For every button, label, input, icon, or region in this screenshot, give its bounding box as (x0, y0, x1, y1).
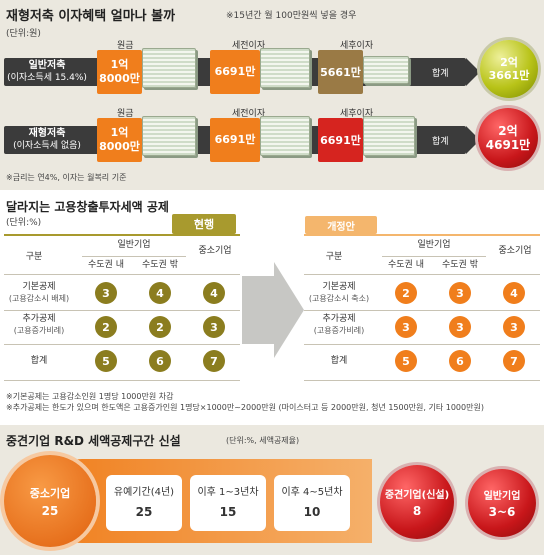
row2-pretax: 6691만 (210, 118, 260, 162)
grace-period-box: 유예기간(4년) 25 (106, 475, 182, 531)
revised-table: 구분 일반기업 중소기업 수도권 내 수도권 밖 기본공제 (고용감소시 축소) … (304, 234, 540, 384)
section1-title: 재형저축 이자혜택 얼마나 볼까 (6, 9, 176, 24)
hdr-out: 수도권 밖 (442, 260, 478, 270)
value-dot: 6 (449, 350, 471, 372)
row-total: 합계 (330, 356, 348, 366)
midsize-value: 8 (412, 504, 422, 518)
hdr-sme: 중소기업 (198, 246, 232, 256)
row2-label-tax: (이자소득세 없음) (13, 141, 81, 151)
section1-footnote: ※금리는 연4%, 이자는 월복리 기준 (6, 173, 127, 182)
col-pretax-2: 세전이자 (232, 109, 266, 119)
years-4-5-box: 이후 4~5년차 10 (274, 475, 350, 531)
section3-unit: (단위:%, 세액공제율) (226, 436, 300, 445)
hdr-general: 일반기업 (117, 240, 151, 250)
row-basic: 기본공제 (고용감소시 배제) (8, 282, 70, 303)
value-dot: 3 (449, 316, 471, 338)
col-pretax: 세전이자 (232, 41, 266, 51)
value-dot: 7 (503, 350, 525, 372)
years-1-3-box: 이후 1~3년차 15 (190, 475, 266, 531)
row1-label-name: 일반저축 (28, 60, 66, 71)
section2-unit: (단위:%) (6, 218, 42, 228)
row1-label-tax: (이자소득세 15.4%) (7, 73, 87, 83)
col-aftertax-2: 세후이자 (340, 109, 374, 119)
row1-label: 일반저축 (이자소득세 15.4%) (4, 58, 90, 86)
value-dot: 3 (203, 316, 225, 338)
value-dot: 2 (95, 316, 117, 338)
hdr-in: 수도권 내 (388, 260, 424, 270)
row-additional: 추가공제 (고용증가비례) (313, 314, 365, 335)
midsize-circle: 중견기업(신설) 8 (380, 465, 454, 539)
value-dot: 3 (449, 282, 471, 304)
row-total: 합계 (30, 356, 48, 366)
transition-arrow-icon (274, 262, 304, 358)
row1-pretax: 6691만 (210, 50, 260, 94)
section2-title: 달라지는 고용창출투자세액 공제 (6, 200, 169, 214)
col-principal-2: 원금 (117, 109, 134, 119)
hdr-gubun: 구분 (25, 252, 43, 262)
value-dot: 2 (149, 316, 171, 338)
col-principal: 원금 (117, 41, 134, 51)
hdr-sme: 중소기업 (498, 246, 532, 256)
row2-label-name: 재형저축 (28, 128, 66, 139)
current-table: 구분 일반기업 중소기업 수도권 내 수도권 밖 기본공제 (고용감소시 배제) … (4, 234, 240, 384)
row2-principal: 1억 8000만 (97, 118, 142, 162)
section1-subtitle: ※15년간 월 100만원씩 넣을 경우 (226, 11, 357, 21)
row1-total: 2억 3661만 (480, 40, 538, 98)
value-dot: 7 (203, 350, 225, 372)
col-aftertax: 세후이자 (340, 41, 374, 51)
hdr-in: 수도권 내 (88, 260, 124, 270)
money-stack-icon (363, 56, 409, 84)
row2-total-label: 합계 (432, 137, 449, 147)
hdr-gubun: 구분 (325, 252, 343, 262)
section2-note-1: ※기본공제는 고용감소인원 1명당 1000만원 차감 (6, 392, 174, 401)
sme-value: 25 (41, 503, 59, 518)
interest-benefit-section: 재형저축 이자혜택 얼마나 볼까 ※15년간 월 100만원씩 넣을 경우 (단… (0, 0, 544, 190)
transition-arrow-body (242, 276, 274, 344)
money-stack-icon (363, 116, 415, 156)
row-additional: 추가공제 (고용증가비례) (13, 314, 65, 335)
money-stack-icon (260, 48, 310, 88)
value-dot: 4 (203, 282, 225, 304)
hdr-general: 일반기업 (417, 240, 451, 250)
value-dot: 5 (395, 350, 417, 372)
row2-total: 2억 4691만 (478, 108, 538, 168)
row-basic: 기본공제 (고용감소시 축소) (308, 282, 370, 303)
value-dot: 3 (95, 282, 117, 304)
employment-credit-section: 달라지는 고용창출투자세액 공제 (단위:%) 현행 개정안 구분 일반기업 중… (0, 190, 544, 425)
section3-title: 중견기업 R&D 세액공제구간 신설 (6, 434, 181, 448)
value-dot: 3 (395, 316, 417, 338)
row1-principal: 1억 8000만 (97, 50, 142, 94)
row1-aftertax: 5661만 (318, 50, 363, 94)
general-circle: 일반기업 3~6 (468, 469, 536, 537)
current-tag: 현행 (172, 214, 236, 234)
money-stack-icon (260, 116, 310, 156)
general-value: 3~6 (488, 505, 516, 519)
sme-circle: 중소기업 25 (4, 455, 96, 547)
value-dot: 4 (149, 282, 171, 304)
row1-arrow (466, 58, 480, 86)
midsize-label: 중견기업(신설) (384, 490, 450, 501)
value-dot: 5 (95, 350, 117, 372)
money-stack-icon (142, 116, 196, 156)
general-label: 일반기업 (483, 491, 521, 502)
section2-note-2: ※추가공제는 한도가 있으며 한도액은 고용증가인원 1명당×1000만~200… (6, 403, 484, 412)
row1-total-label: 합계 (432, 69, 449, 79)
row2-label: 재형저축 (이자소득세 없음) (4, 126, 90, 154)
row2-arrow (466, 126, 480, 154)
value-dot: 2 (395, 282, 417, 304)
hdr-out: 수도권 밖 (142, 260, 178, 270)
rnd-credit-section: 중견기업 R&D 세액공제구간 신설 (단위:%, 세액공제율) 중소기업 25… (0, 425, 544, 555)
section1-unit: (단위:원) (6, 29, 41, 39)
value-dot: 6 (149, 350, 171, 372)
money-stack-icon (142, 48, 196, 88)
revised-tag: 개정안 (305, 216, 377, 234)
sme-label: 중소기업 (29, 486, 71, 500)
row2-aftertax: 6691만 (318, 118, 363, 162)
value-dot: 3 (503, 316, 525, 338)
value-dot: 4 (503, 282, 525, 304)
